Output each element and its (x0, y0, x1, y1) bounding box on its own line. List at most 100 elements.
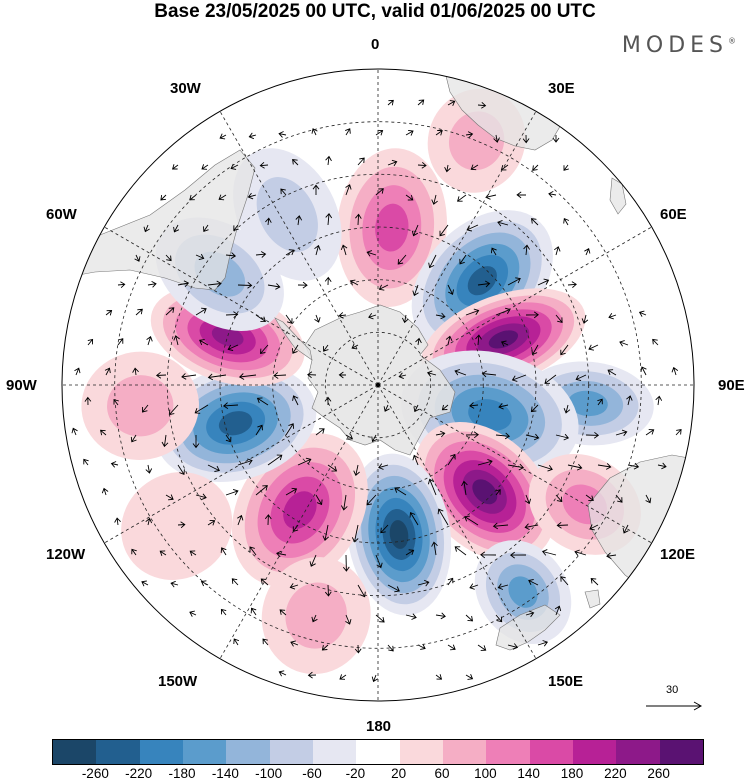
wind-arrow (105, 310, 113, 316)
wind-arrow (292, 395, 299, 406)
wind-arrow (427, 478, 437, 496)
south-america-landmass (62, 149, 256, 291)
wind-arrow (378, 284, 389, 291)
wind-arrow (589, 524, 599, 531)
wind-arrow (541, 549, 557, 556)
wind-arrow (413, 404, 420, 413)
wind-arrow (278, 131, 287, 138)
wind-arrow (194, 404, 209, 414)
wind-arrow (655, 395, 663, 406)
anomaly-contour (218, 411, 253, 436)
wind-arrow (493, 134, 500, 143)
wind-arrow (354, 644, 362, 654)
wind-arrow (264, 514, 272, 526)
wind-arrow (507, 277, 521, 286)
wind-arrow (397, 254, 407, 265)
wind-arrow (530, 218, 539, 226)
anomaly-cell (414, 421, 555, 562)
wind-arrow (584, 248, 591, 256)
wind-arrow (255, 424, 263, 436)
lon-label-30w: 30W (170, 80, 201, 97)
wind-arrow (255, 485, 268, 496)
colorbar-swatch (53, 740, 97, 764)
wind-arrow (247, 192, 257, 200)
wind-arrow (544, 374, 557, 384)
wind-arrow (100, 429, 107, 436)
wind-arrow (445, 335, 453, 346)
wind-arrow (509, 551, 527, 559)
wind-arrow (132, 367, 139, 376)
wind-arrow (525, 610, 535, 618)
wind-arrow (285, 314, 293, 324)
wind-arrow (597, 398, 603, 406)
wind-arrow (114, 517, 121, 526)
wind-arrow (563, 404, 571, 414)
anomaly-contour (472, 479, 498, 505)
colorbar-tick-label: -20 (345, 766, 366, 781)
wind-arrow (560, 576, 569, 586)
wind-arrow (640, 366, 647, 376)
map-title: Base 23/05/2025 00 UTC, valid 01/06/2025… (154, 1, 596, 22)
registered-mark: ® (728, 36, 736, 46)
wind-arrow (627, 462, 640, 470)
wind-arrow (322, 524, 330, 541)
anomaly-contour (211, 325, 244, 347)
wind-arrow (195, 493, 207, 501)
graticule (62, 69, 694, 701)
wind-arrow (588, 344, 599, 351)
wind-arrow (469, 402, 479, 409)
antarctic-peninsula (274, 317, 313, 361)
wind-arrow (345, 184, 352, 196)
polar-stereographic-map (61, 68, 695, 702)
wind-arrow (321, 644, 329, 651)
wind-arrow (265, 217, 272, 226)
wind-arrow (324, 396, 332, 405)
wind-arrow (307, 671, 317, 679)
colorbar-tick-label: -220 (125, 766, 153, 781)
wind-arrow (366, 250, 377, 257)
wind-arrow (405, 613, 417, 620)
wind-arrow (516, 191, 527, 199)
wind-arrow (495, 432, 511, 440)
wind-arrow (165, 494, 174, 501)
wind-arrow (189, 610, 197, 617)
wind-arrow (368, 312, 377, 320)
wind-arrow (477, 458, 493, 466)
wind-arrow (537, 278, 550, 286)
wind-arrow (74, 367, 81, 376)
colorbar-swatch (572, 740, 617, 764)
wind-arrow (189, 550, 197, 557)
wind-arrow (548, 191, 557, 198)
wind-arrow (338, 312, 347, 319)
wind-arrow (507, 643, 519, 650)
lon-label-120e: 120E (660, 546, 696, 563)
wind-arrow (143, 224, 150, 233)
wind-arrow (585, 494, 594, 501)
colorbar-tick-label: -180 (168, 766, 196, 781)
wind-arrow (447, 644, 456, 651)
wind-arrow (207, 280, 222, 288)
wind-arrow (431, 194, 438, 205)
lon-label-60e: 60E (660, 206, 687, 223)
wind-arrow (220, 547, 227, 556)
wind-arrow (575, 374, 587, 382)
wind-arrow (497, 583, 509, 590)
wind-arrow (417, 579, 430, 587)
anomaly-contour (467, 266, 497, 296)
wind-arrow (338, 371, 347, 379)
wind-arrow (278, 670, 287, 677)
wind-arrow (492, 522, 509, 530)
colorbar-tick-label: -140 (211, 766, 239, 781)
wind-arrow (195, 253, 205, 261)
wind-arrow (160, 194, 167, 201)
wind-arrow (315, 494, 323, 506)
wind-arrow (207, 373, 227, 381)
wind-arrow (619, 340, 629, 347)
wind-arrow (87, 338, 94, 346)
wind-arrow (657, 462, 667, 470)
wind-arrow (218, 194, 227, 201)
wind-arrow (500, 164, 509, 171)
colorbar-swatch (269, 740, 313, 764)
wind-arrow (195, 307, 207, 316)
wind-arrow (276, 550, 287, 558)
